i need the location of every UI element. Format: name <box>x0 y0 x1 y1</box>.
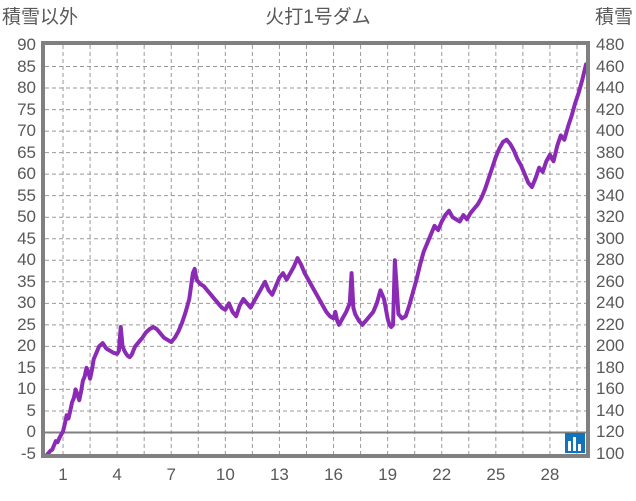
left-axis-tick: -5 <box>20 444 36 463</box>
left-axis-tick: 30 <box>17 293 36 313</box>
right-axis-tick: 200 <box>596 336 625 356</box>
series-line <box>45 64 586 454</box>
right-axis-tick: 440 <box>596 78 625 98</box>
right-axis-tick: 140 <box>596 400 625 420</box>
right-axis-tick: 180 <box>596 357 625 377</box>
right-axis-tick: 480 <box>596 35 625 54</box>
left-axis-title: 積雪以外 <box>2 7 79 28</box>
right-axis-tick: 160 <box>596 379 625 399</box>
right-axis-tick: 240 <box>596 293 625 313</box>
right-axis-tick: 100 <box>596 444 625 463</box>
right-axis-tick: 300 <box>596 228 625 248</box>
right-axis-tick: 460 <box>596 56 625 76</box>
plot-area <box>41 41 590 458</box>
right-axis-tick: 220 <box>596 314 625 334</box>
left-axis-tick: 60 <box>17 164 36 184</box>
left-axis-tick: 25 <box>17 314 36 334</box>
x-axis-tick: 4 <box>112 465 122 484</box>
right-axis-title: 積雪 <box>594 7 633 28</box>
right-axis-tick: 420 <box>596 99 625 119</box>
left-axis-tick: 5 <box>26 400 36 420</box>
right-axis-tick: 120 <box>596 422 625 442</box>
x-axis-tick: 10 <box>215 465 235 484</box>
data-series <box>45 64 586 454</box>
right-axis-tick: 340 <box>596 185 625 205</box>
right-axis-tick: 320 <box>596 207 625 227</box>
left-axis-tick: 35 <box>17 271 36 291</box>
x-axis-tick: 16 <box>324 465 343 484</box>
x-axis-tick: 7 <box>166 465 176 484</box>
right-axis-tick: 380 <box>596 142 625 162</box>
left-axis-tick: 65 <box>17 142 36 162</box>
x-axis-tick: 19 <box>378 465 398 484</box>
right-axis-tick: 280 <box>596 250 625 270</box>
left-axis-tick: 20 <box>17 336 36 356</box>
left-axis-tick: 70 <box>17 121 36 141</box>
left-axis-tick: 40 <box>17 250 36 270</box>
x-axis-tick: 22 <box>432 465 452 484</box>
left-axis-tick: 15 <box>17 357 36 377</box>
plot-canvas <box>45 45 586 454</box>
grid-lines <box>45 45 586 454</box>
left-axis-tick: 0 <box>26 422 36 442</box>
x-axis-tick: 25 <box>486 465 506 484</box>
left-axis-tick: 85 <box>17 56 36 76</box>
right-axis-tick: 360 <box>596 164 625 184</box>
left-axis-tick: 10 <box>17 379 36 399</box>
left-axis-tick: 90 <box>17 35 36 54</box>
x-axis-tick: 28 <box>540 465 560 484</box>
bar-chart-icon[interactable] <box>565 433 585 453</box>
x-axis-tick: 1 <box>58 465 68 484</box>
left-axis-tick: 80 <box>17 78 36 98</box>
chart-title: 火打1号ダム <box>265 7 371 28</box>
x-axis-tick: 13 <box>269 465 289 484</box>
right-axis-tick: 260 <box>596 271 625 291</box>
right-axis-tick: 400 <box>596 121 625 141</box>
left-axis-tick: 55 <box>17 185 36 205</box>
left-axis-tick: 50 <box>17 207 36 227</box>
left-axis-tick: 45 <box>17 228 36 248</box>
left-axis-tick: 75 <box>17 99 36 119</box>
